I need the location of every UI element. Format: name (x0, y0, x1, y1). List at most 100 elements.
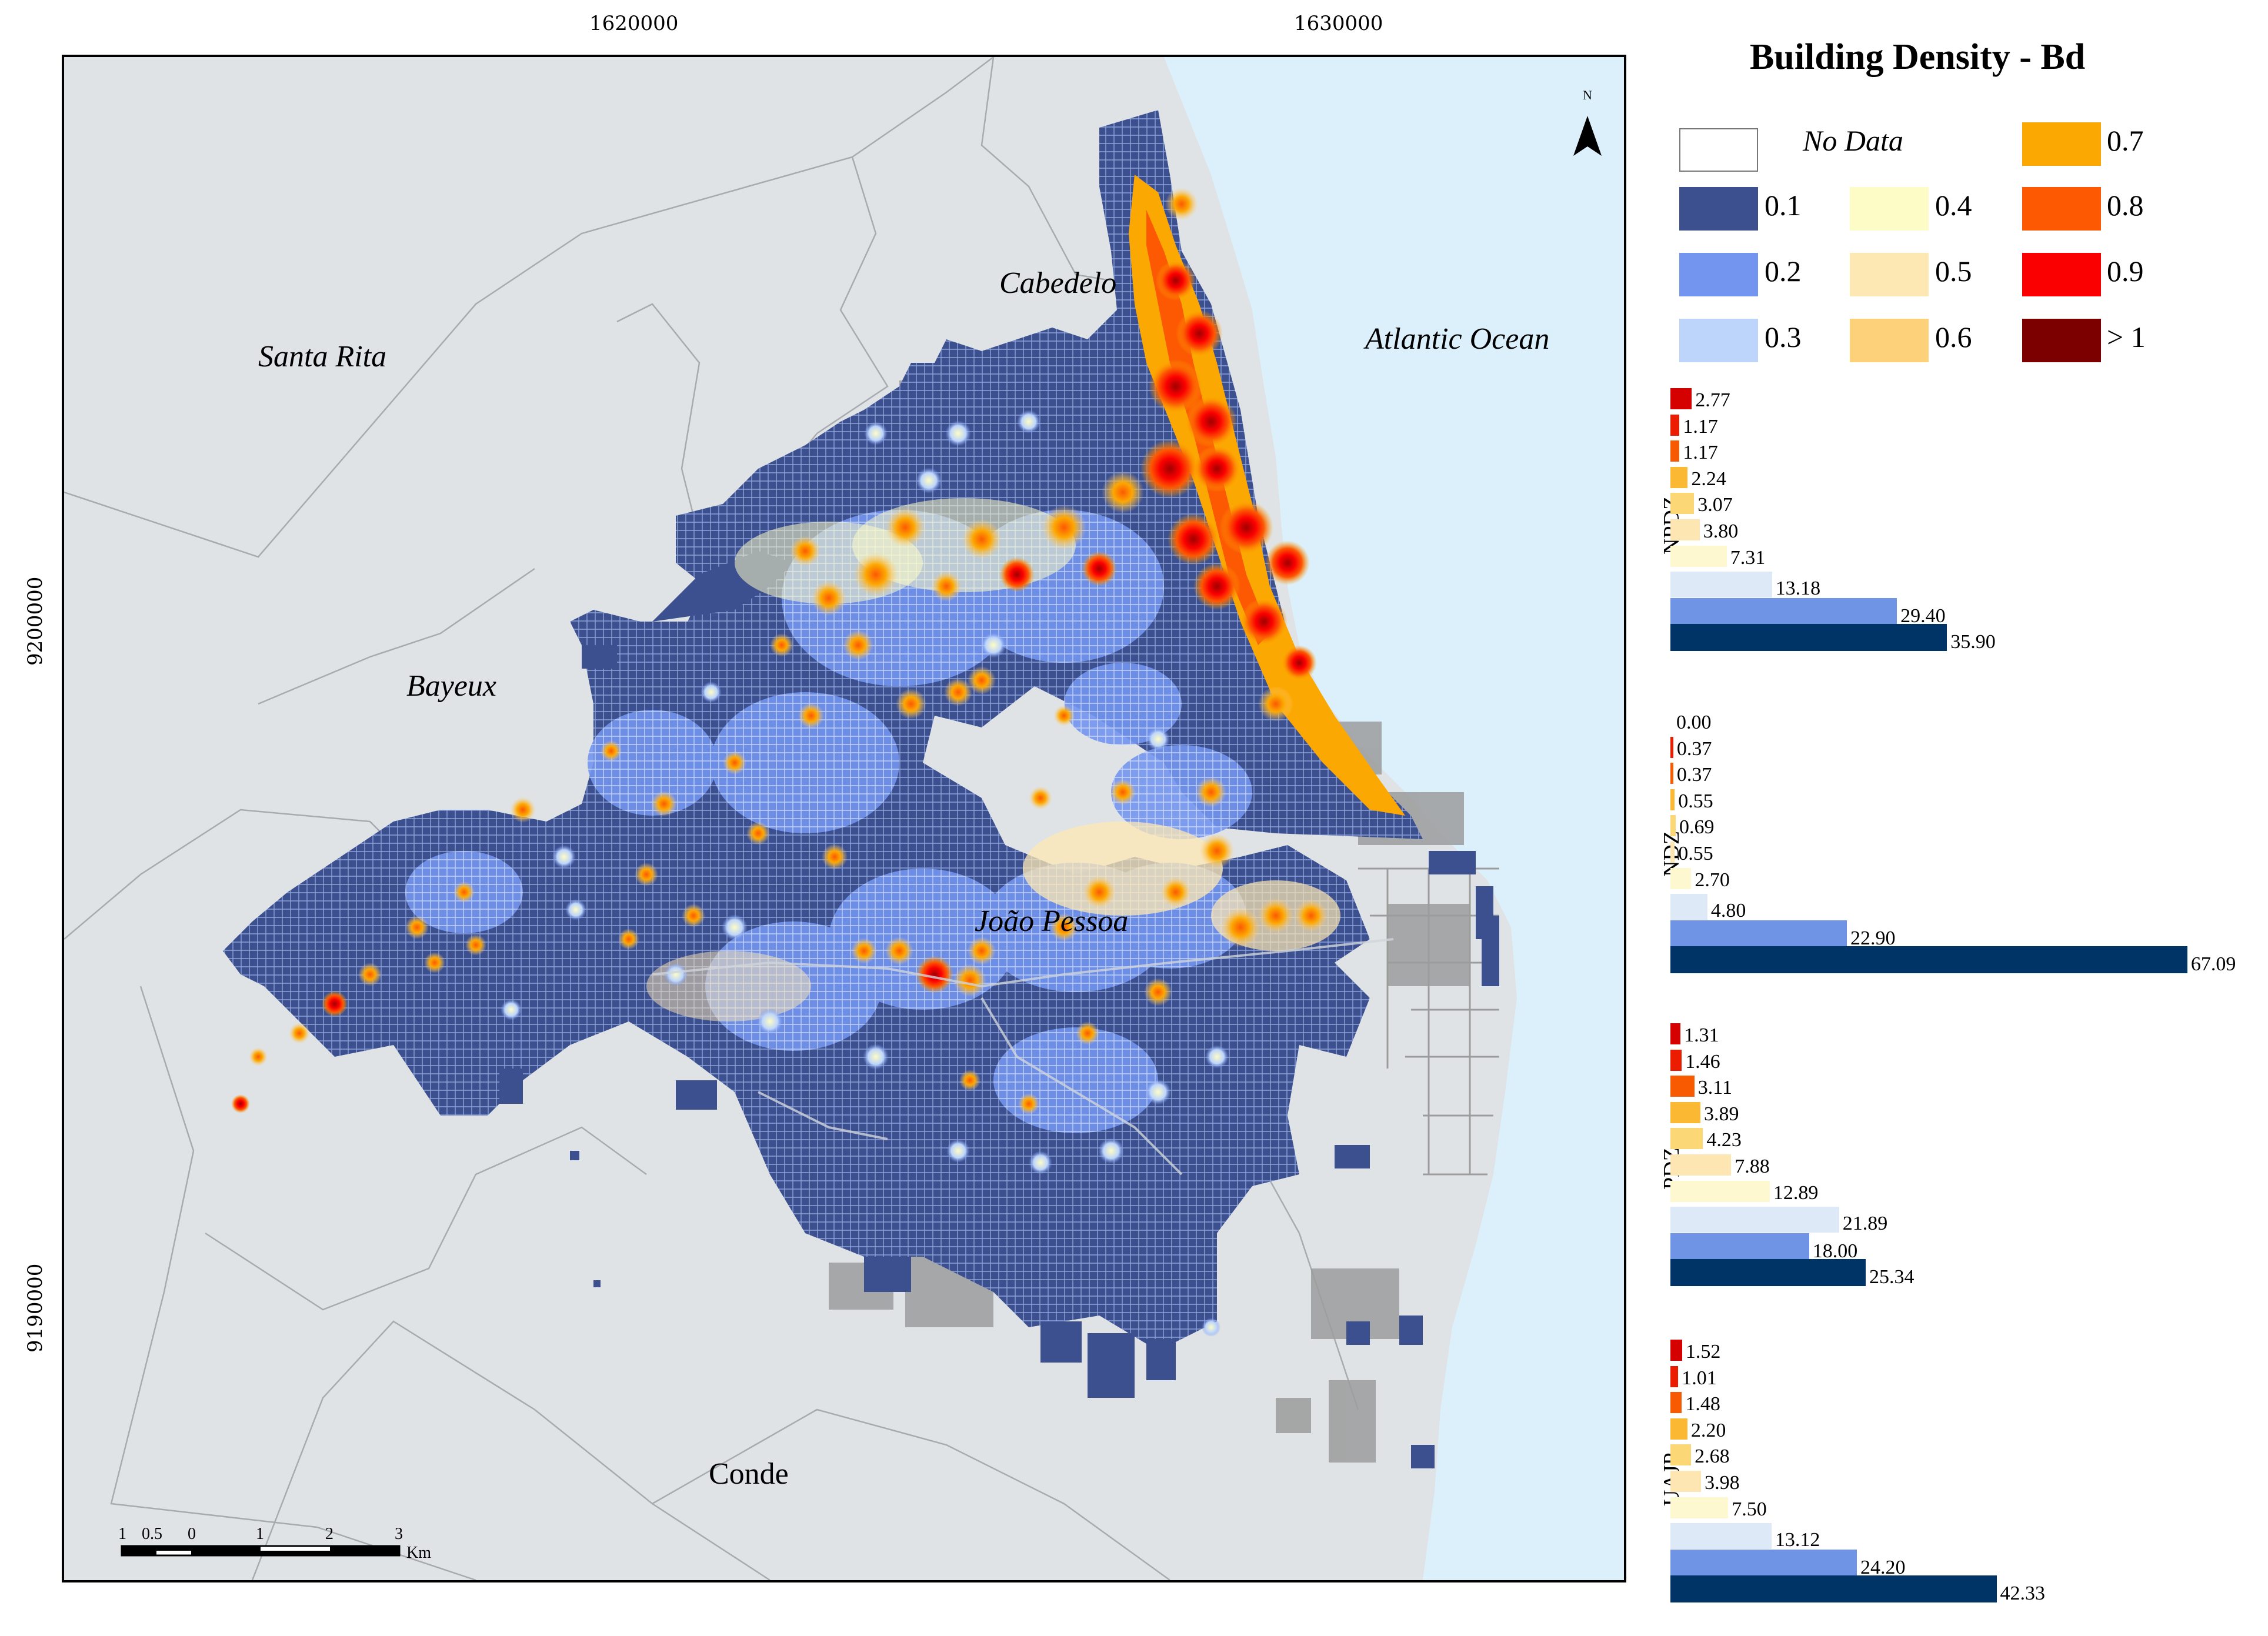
legend-swatch-0-6 (1850, 319, 1929, 362)
bar-pdz-4 (1670, 1128, 1703, 1150)
bar-value-label: 24.20 (1860, 1556, 1906, 1578)
bar-value-label: 0.00 (1676, 712, 1712, 733)
scale-bar-labels: 1 0.5 0 1 2 3 Km (118, 1525, 431, 1562)
bar-value-label: 0.37 (1676, 737, 1712, 760)
bar-npdz-7 (1670, 572, 1772, 598)
legend-swatch-0-8 (2022, 187, 2101, 231)
bar-panel-uajp: UAJP1.521.011.482.202.683.987.5013.1224.… (1659, 1340, 2259, 1610)
place-joao-pessoa: João Pessoa (975, 904, 1129, 938)
bar-value-label: 4.80 (1710, 900, 1746, 922)
bar-pdz-2 (1670, 1076, 1695, 1097)
place-atlantic-ocean: Atlantic Ocean (1365, 322, 1550, 356)
bar-uajp-9 (1670, 1575, 1997, 1603)
bar-value-label: 3.80 (1703, 520, 1739, 542)
bar-npdz-5 (1670, 519, 1700, 540)
bar-value-label: 1.46 (1685, 1050, 1720, 1073)
bar-npdz-3 (1670, 466, 1688, 488)
scale-tick-label: 1 (256, 1525, 264, 1543)
legend-label-0-6: 0.6 (1935, 320, 1972, 353)
bar-pdz-0 (1670, 1023, 1681, 1044)
x-coord-1620000: 1620000 (589, 12, 679, 35)
atlantic-ocean-area (1164, 57, 1624, 1580)
bar-value-label: 13.12 (1775, 1529, 1820, 1551)
north-label: N (1583, 88, 1592, 102)
legend-swatch-gt-1 (2022, 319, 2101, 362)
bar-value-label: 21.89 (1842, 1213, 1888, 1235)
bar-ndz-7 (1670, 894, 1707, 920)
bar-ndz-6 (1670, 867, 1692, 889)
bar-ndz-9 (1670, 946, 2187, 974)
bar-uajp-6 (1670, 1497, 1729, 1518)
legend-swatch-0-4 (1850, 187, 1929, 231)
map-canvas[interactable]: N 1 0.5 0 1 2 3 Km (64, 57, 1624, 1580)
bar-value-label: 0.55 (1678, 790, 1713, 812)
bar-npdz-6 (1670, 545, 1727, 567)
low-density-spots (501, 410, 1229, 1337)
bar-npdz-8 (1670, 597, 1897, 625)
bar-uajp-4 (1670, 1444, 1692, 1466)
bar-pdz-3 (1670, 1101, 1700, 1123)
bar-ndz-1 (1670, 736, 1673, 758)
bar-npdz-4 (1670, 493, 1695, 515)
bar-ndz-4 (1670, 815, 1676, 837)
bar-value-label: 7.50 (1732, 1498, 1767, 1520)
bar-value-label: 3.11 (1697, 1077, 1732, 1099)
bar-pdz-1 (1670, 1049, 1682, 1071)
bar-value-label: 7.88 (1735, 1156, 1770, 1177)
legend-label-0-4: 0.4 (1935, 189, 1972, 222)
bar-uajp-2 (1670, 1392, 1682, 1414)
place-cabedelo: Cabedelo (999, 266, 1117, 300)
legend-swatch-no-data (1679, 128, 1758, 172)
bar-value-label: 2.24 (1691, 468, 1726, 490)
map-frame[interactable]: N 1 0.5 0 1 2 3 Km Cabedelo Santa Rita A… (62, 55, 1626, 1582)
legend-swatch-0-7 (2022, 122, 2101, 166)
legend-label-0-2: 0.2 (1765, 255, 1802, 288)
legend-swatch-0-2 (1679, 253, 1758, 296)
x-coord-1630000: 1630000 (1294, 12, 1383, 35)
bar-pdz-5 (1670, 1154, 1732, 1176)
bar-ndz-2 (1670, 763, 1673, 784)
legend-label-0-7: 0.7 (2107, 124, 2144, 157)
bar-value-label: 35.90 (1950, 631, 1996, 653)
bar-uajp-8 (1670, 1549, 1857, 1577)
scale-bar (121, 1545, 401, 1557)
legend-label-0-5: 0.5 (1935, 255, 1972, 288)
scale-tick-label: 1 (118, 1525, 126, 1543)
y-coord-9200000: 9200000 (24, 576, 47, 666)
legend-title: Building Density - Bd (1750, 37, 2086, 77)
scale-tick-label: 0.5 (142, 1525, 162, 1543)
bar-value-label: 3.07 (1697, 494, 1733, 516)
bar-value-label: 1.48 (1685, 1393, 1720, 1415)
bar-npdz-0 (1670, 388, 1692, 409)
bar-value-label: 0.37 (1676, 764, 1712, 786)
bar-value-label: 1.01 (1682, 1367, 1717, 1389)
bar-uajp-5 (1670, 1471, 1702, 1492)
bar-value-label: 2.77 (1695, 389, 1730, 411)
bar-pdz-7 (1670, 1207, 1839, 1233)
place-conde: Conde (709, 1457, 789, 1491)
bar-value-label: 2.68 (1695, 1445, 1730, 1468)
bar-uajp-3 (1670, 1418, 1687, 1440)
bar-uajp-1 (1670, 1365, 1679, 1387)
bar-npdz-1 (1670, 414, 1680, 436)
legend-label-0-8: 0.8 (2107, 189, 2144, 222)
legend-label-no-data: No Data (1803, 124, 1903, 157)
scale-unit: Km (406, 1544, 431, 1562)
bar-value-label: 13.18 (1775, 577, 1821, 600)
bar-ndz-3 (1670, 789, 1675, 810)
place-bayeux: Bayeux (406, 669, 497, 703)
bar-uajp-0 (1670, 1340, 1682, 1361)
north-arrow-icon (1573, 116, 1602, 156)
legend-label-gt-1: > 1 (2107, 320, 2146, 353)
bar-pdz-8 (1670, 1233, 1809, 1260)
bar-value-label: 25.34 (1869, 1266, 1915, 1288)
bar-uajp-7 (1670, 1523, 1772, 1550)
bar-panel-pdz: PDZ1.311.463.113.894.237.8812.8921.8918.… (1659, 1023, 2259, 1294)
bar-value-label: 1.17 (1683, 415, 1718, 438)
bar-panel-ndz: NDZ0.000.370.370.550.690.552.704.8022.90… (1659, 710, 2259, 981)
scale-tick-label: 0 (188, 1525, 196, 1543)
bar-value-label: 0.69 (1679, 816, 1715, 839)
bar-value-label: 42.33 (2000, 1582, 2046, 1605)
high-density-hotspots (231, 188, 1328, 1114)
bar-panel-npdz: NPDZ2.771.171.172.243.073.807.3113.1829.… (1659, 388, 2259, 659)
